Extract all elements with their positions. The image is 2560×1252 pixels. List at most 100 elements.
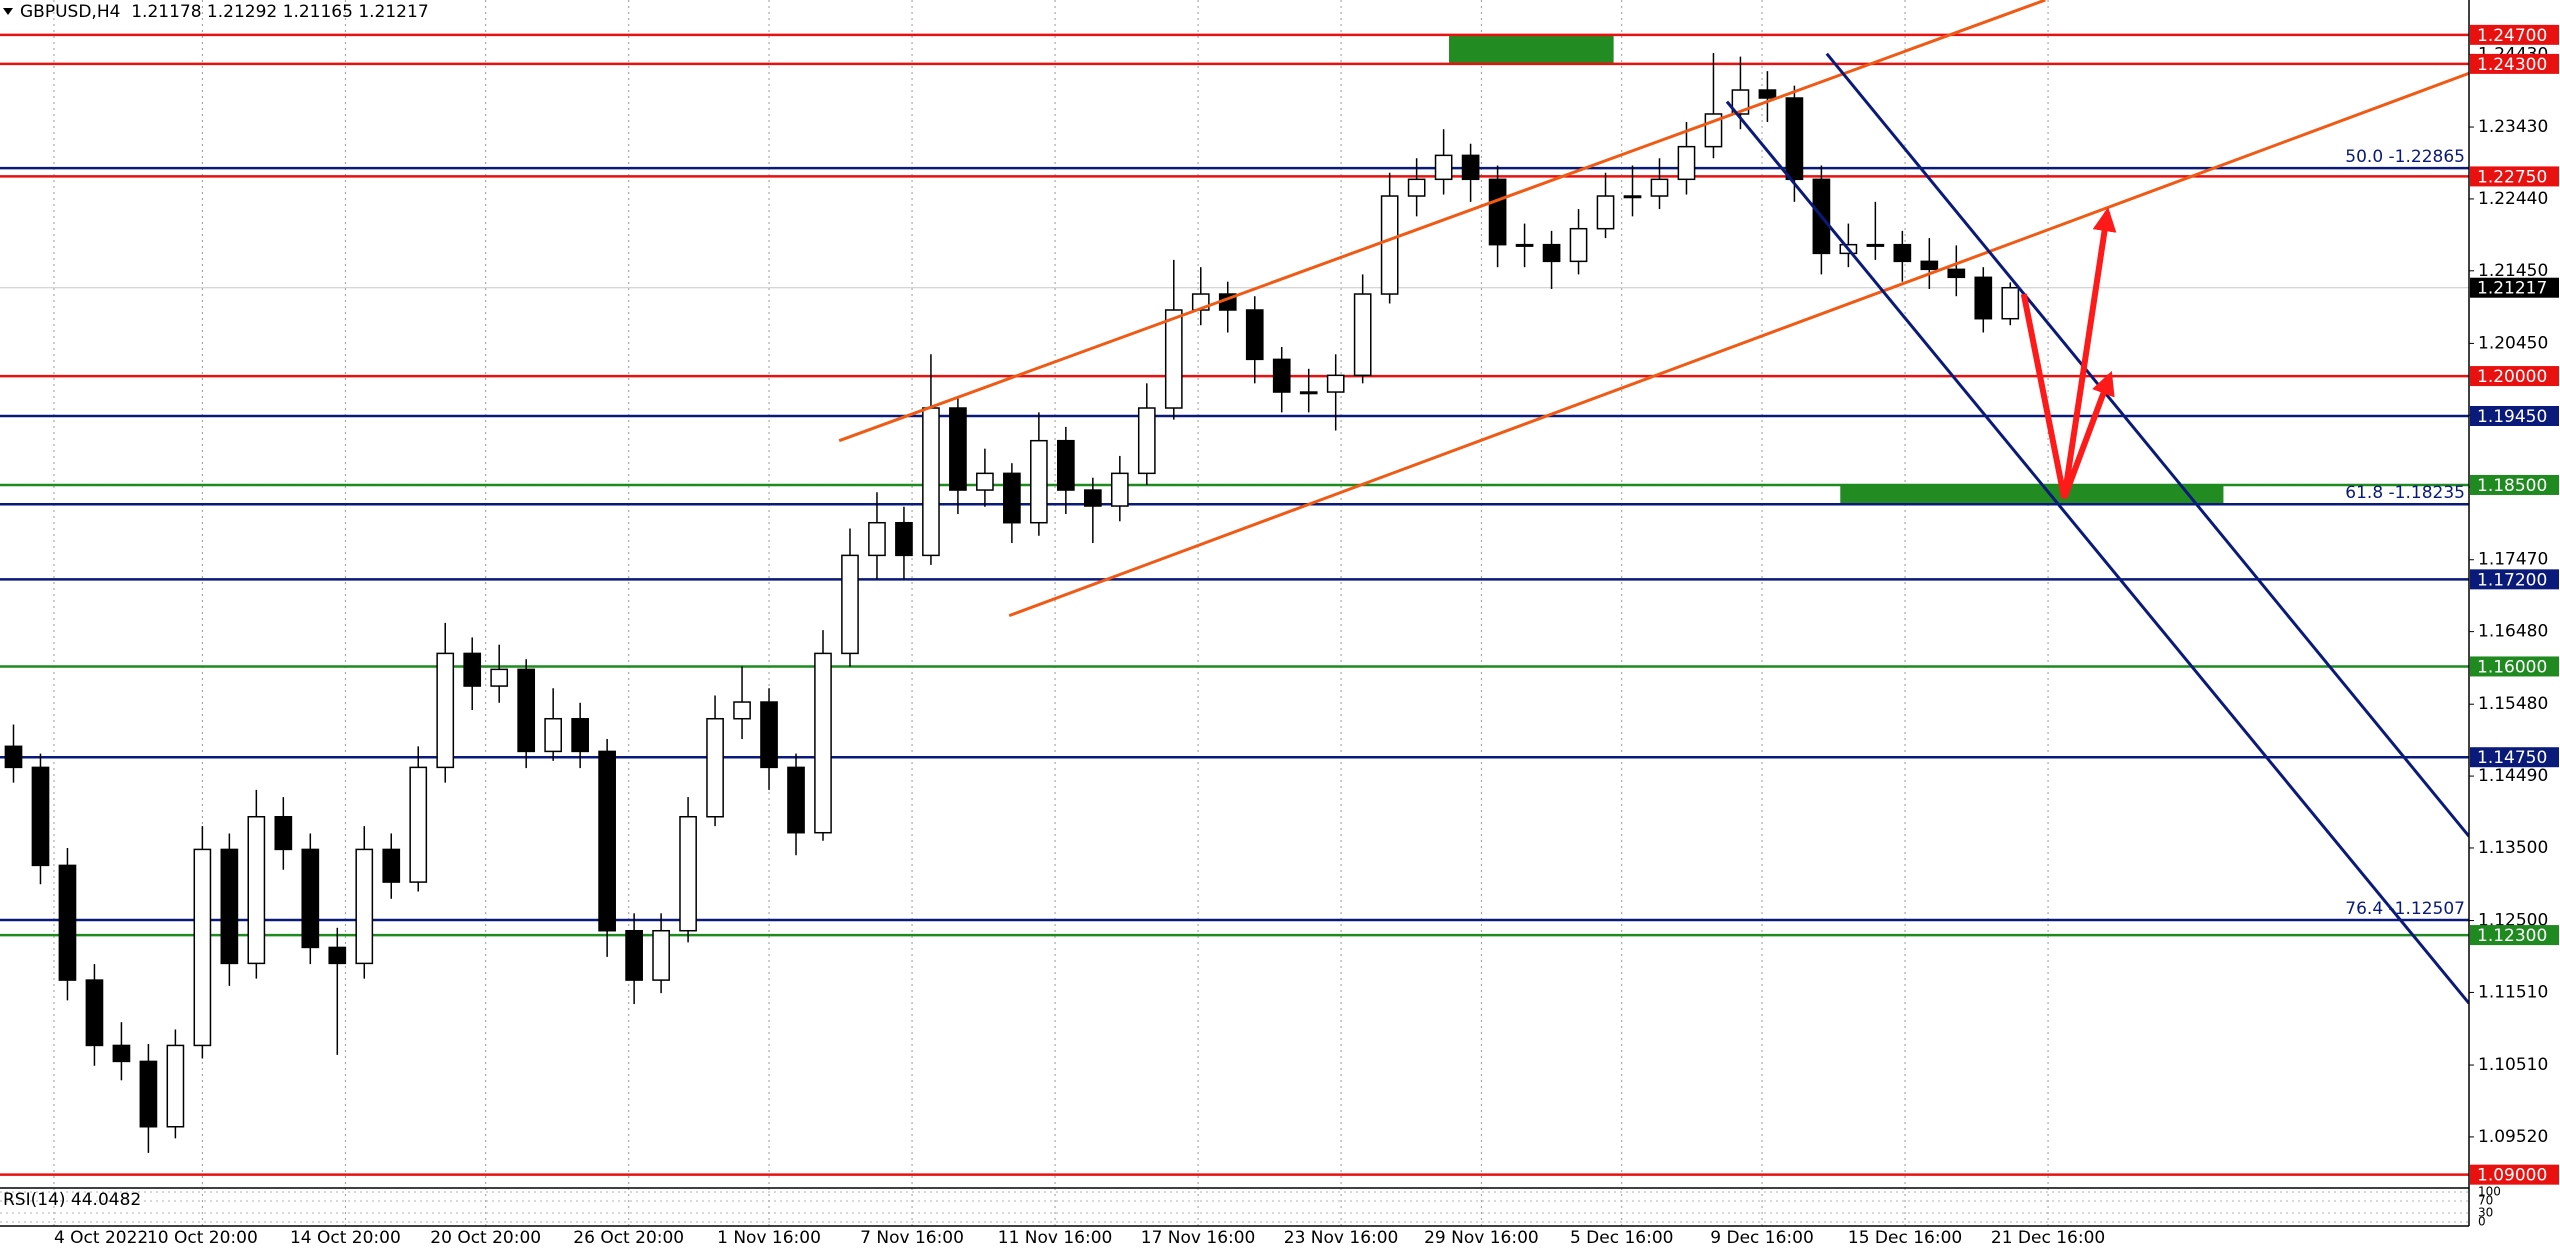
candle-body <box>652 929 670 981</box>
candle-body <box>706 717 724 818</box>
candle-body <box>1083 489 1102 507</box>
x-tick-label: 20 Oct 20:00 <box>430 1228 541 1248</box>
candle-body <box>328 946 347 965</box>
candle-body <box>1353 293 1372 377</box>
zone <box>1840 484 2224 505</box>
level-price-box <box>2470 366 2559 387</box>
candle-body <box>1003 472 1021 524</box>
candle-body <box>1731 89 1750 115</box>
x-tick-label: 21 Dec 16:00 <box>1991 1228 2105 1248</box>
candle-body <box>1866 243 1885 247</box>
y-tick-label: 1.20450 <box>2478 333 2548 353</box>
candle-body <box>4 745 23 769</box>
y-tick-label: 1.15480 <box>2478 694 2548 714</box>
level-price-label: 1.24300 <box>2477 55 2547 75</box>
level-price-label: 1.22750 <box>2477 167 2547 187</box>
y-tick-label: 1.13500 <box>2478 838 2548 858</box>
candle-body <box>1245 309 1264 361</box>
candle-body <box>1272 358 1291 393</box>
candle-body <box>58 864 77 981</box>
candle-body <box>1488 178 1507 246</box>
level-price-label: 1.24700 <box>2477 26 2547 46</box>
x-tick-label: 1 Nov 16:00 <box>717 1228 821 1248</box>
candle-body <box>1947 268 1966 279</box>
candle-body <box>139 1060 158 1128</box>
level-price-label: 1.09000 <box>2477 1166 2547 1186</box>
fib-label: 50.0 -1.22865 <box>2345 147 2465 167</box>
x-tick-label: 9 Dec 16:00 <box>1710 1228 1814 1248</box>
candle-body <box>517 668 536 753</box>
candle-body <box>1434 154 1453 181</box>
candle-body <box>1623 195 1642 199</box>
trendline <box>1008 71 2469 618</box>
y-tick-label: 1.09520 <box>2478 1127 2548 1147</box>
x-tick-label: 11 Nov 16:00 <box>998 1228 1113 1248</box>
candle-body <box>193 848 212 1047</box>
x-tick-label: 17 Nov 16:00 <box>1141 1228 1256 1248</box>
candle-body <box>1785 97 1804 181</box>
y-tick-label: 1.14490 <box>2478 766 2548 786</box>
x-tick-label: 15 Dec 16:00 <box>1848 1228 1962 1248</box>
candle-body <box>1596 195 1615 230</box>
x-tick-label: 7 Nov 16:00 <box>860 1228 964 1248</box>
candle-body <box>625 929 643 981</box>
level-price-box <box>2470 474 2559 495</box>
candle-body <box>868 521 886 557</box>
candle-body <box>1677 145 1696 181</box>
candle-body <box>976 472 994 491</box>
rsi-tick-label: 100 <box>2478 1185 2501 1199</box>
candle-body <box>409 766 428 883</box>
candle-body <box>490 668 509 687</box>
level-price-label: 1.18500 <box>2477 476 2547 496</box>
candle-body <box>679 815 697 932</box>
candle-body <box>301 848 320 949</box>
candle-body <box>787 766 805 834</box>
level-price-label: 1.12300 <box>2477 926 2547 946</box>
grid-layer <box>0 0 2469 1226</box>
candle-body <box>1299 391 1318 395</box>
candle-body <box>1893 243 1912 263</box>
candle-body <box>1380 195 1399 295</box>
candle-body <box>1030 439 1048 524</box>
level-price-label: 1.21217 <box>2477 279 2547 299</box>
candle-body <box>571 717 589 753</box>
candle-body <box>355 848 374 965</box>
candle-body <box>436 652 455 769</box>
candle-body <box>1920 260 1939 271</box>
zone <box>1449 34 1614 64</box>
level-price-box <box>2470 405 2559 426</box>
level-price-box <box>2470 656 2559 677</box>
candle-body <box>1057 439 1075 491</box>
level-price-box <box>2470 1164 2559 1185</box>
candle-body <box>247 815 266 965</box>
candle-body <box>733 701 751 720</box>
candle-body <box>31 766 50 867</box>
candle-body <box>598 750 616 932</box>
rsi-tick-label: 0 <box>2478 1215 2486 1229</box>
candle-body <box>2001 286 2020 320</box>
level-price-label: 1.20000 <box>2477 367 2547 387</box>
level-price-label: 1.14750 <box>2477 748 2547 768</box>
level-price-label: 1.19450 <box>2477 407 2547 427</box>
candle-body <box>166 1044 185 1128</box>
candle-body <box>274 815 293 851</box>
candle-body <box>112 1044 131 1063</box>
candle-body <box>1569 227 1588 263</box>
candle-body <box>1542 243 1561 263</box>
candle-body <box>1515 243 1534 247</box>
candle-body <box>1758 89 1777 99</box>
candle-body <box>1650 178 1669 197</box>
trendline <box>1825 52 2469 838</box>
x-tick-label: 26 Oct 20:00 <box>573 1228 684 1248</box>
candle-body <box>1461 154 1480 181</box>
level-price-box <box>2470 569 2559 590</box>
level-price-box <box>2470 277 2559 298</box>
candle-body <box>1407 178 1426 197</box>
menu-triangle[interactable] <box>3 8 13 15</box>
level-price-label: 1.17200 <box>2477 570 2547 590</box>
rsi-tick-label: 70 <box>2478 1194 2493 1208</box>
